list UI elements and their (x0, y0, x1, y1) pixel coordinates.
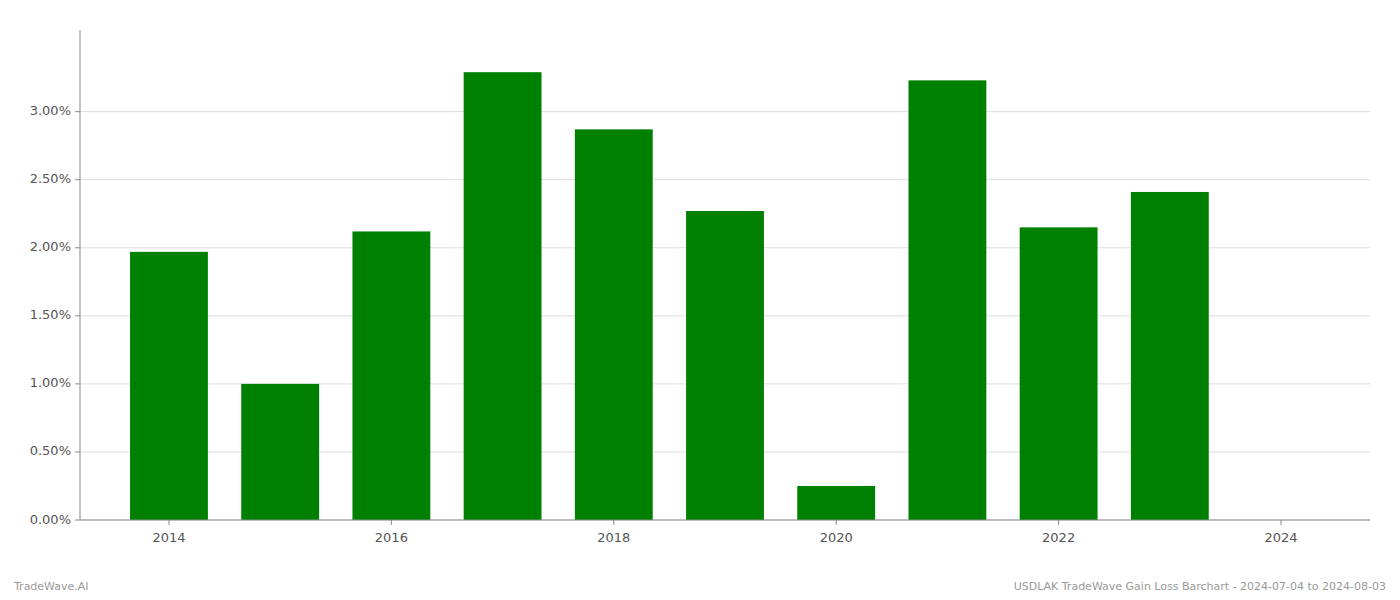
y-tick (75, 520, 80, 521)
y-tick-label: 1.00% (30, 375, 71, 390)
x-tick (391, 520, 392, 525)
chart-svg: 2014 2016 2018 2020 2022 2024 0.00% 0.50% 1.00% 1… (0, 0, 1400, 600)
bar (575, 129, 653, 520)
grid (80, 112, 1370, 520)
y-tick-label: 1.50% (30, 307, 71, 322)
bar (908, 80, 986, 520)
bar (686, 211, 764, 520)
bar (1131, 192, 1209, 520)
axes: 2014 2016 2018 2020 2022 2024 0.00% 0.50% 1.00% 1… (30, 30, 1370, 545)
grid-line (80, 520, 1370, 521)
x-axis-line (80, 520, 1370, 521)
x-tick-label: 2016 (375, 530, 408, 545)
x-tick (168, 520, 169, 525)
footer-right: USDLAK TradeWave Gain Loss Barchart - 20… (1014, 580, 1386, 593)
y-tick (75, 247, 80, 248)
x-tick-label: 2022 (1042, 530, 1075, 545)
x-tick-label: 2018 (597, 530, 630, 545)
bar (241, 384, 319, 520)
bars (130, 72, 1209, 520)
x-tick (1058, 520, 1059, 525)
x-tick (613, 520, 614, 525)
y-tick-label: 2.50% (30, 171, 71, 186)
bar (1020, 227, 1098, 520)
bar (464, 72, 542, 520)
y-tick-label: 0.50% (30, 443, 71, 458)
y-tick (75, 111, 80, 112)
x-tick-label: 2024 (1264, 530, 1297, 545)
bar (130, 252, 208, 520)
y-tick (75, 383, 80, 384)
x-tick (1281, 520, 1282, 525)
y-tick-label: 0.00% (30, 512, 71, 527)
bar (797, 486, 875, 520)
x-tick-label: 2020 (820, 530, 853, 545)
chart-container: 2014 2016 2018 2020 2022 2024 0.00% 0.50% 1.00% 1… (0, 0, 1400, 600)
footer-left: TradeWave.AI (13, 580, 89, 593)
x-tick-label: 2014 (152, 530, 185, 545)
y-tick-label: 2.00% (30, 239, 71, 254)
y-tick (75, 451, 80, 452)
grid-line (80, 179, 1370, 180)
bar (352, 231, 430, 520)
y-tick (75, 179, 80, 180)
y-tick (75, 315, 80, 316)
y-tick-label: 3.00% (30, 103, 71, 118)
grid-line (80, 111, 1370, 112)
x-tick (836, 520, 837, 525)
y-axis-line (80, 30, 81, 520)
